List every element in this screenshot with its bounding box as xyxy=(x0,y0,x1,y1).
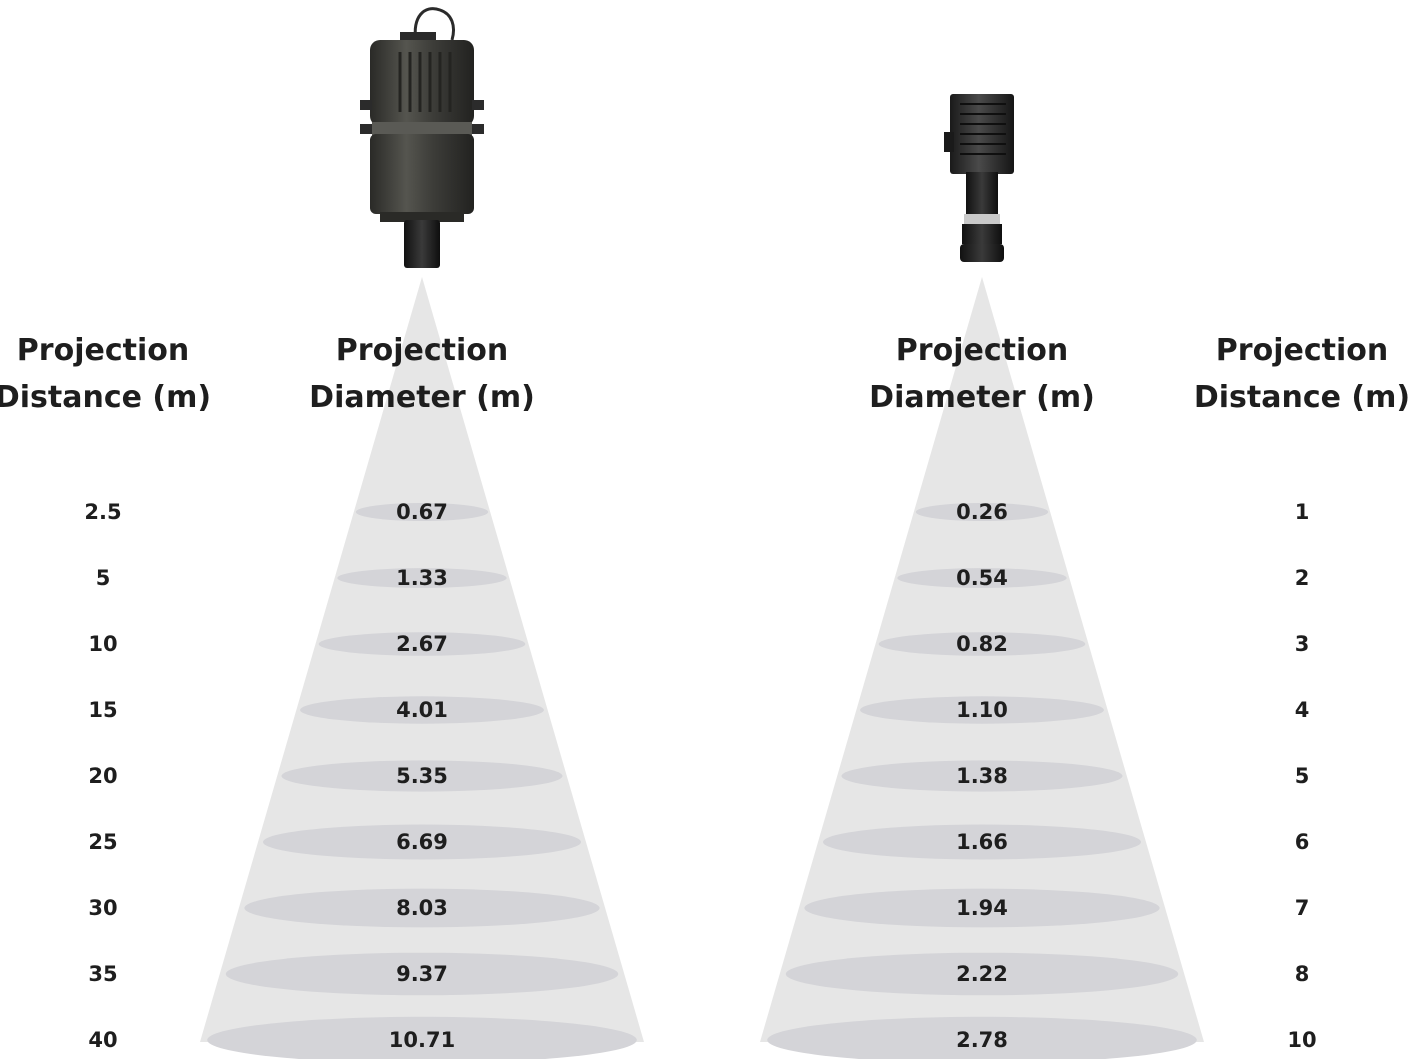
right-diameter-value: 1.38 xyxy=(956,764,1008,788)
large-projector-image xyxy=(360,7,484,268)
left-diameter-value: 2.67 xyxy=(396,632,448,656)
left-beam-ring-6 xyxy=(263,824,581,860)
left-beam-ring-1 xyxy=(355,503,489,521)
right-diameter-value: 1.10 xyxy=(956,698,1008,722)
right-distance-value: 2 xyxy=(1294,566,1310,590)
left-diameter-header-line1: Projection xyxy=(335,333,509,368)
right-distance-value: 1 xyxy=(1294,500,1310,524)
right-distance-value: 3 xyxy=(1294,632,1310,656)
left-distance-value: 35 xyxy=(88,962,118,986)
left-distance-value: 10 xyxy=(88,632,118,656)
left-distance-value: 20 xyxy=(88,764,118,788)
left-diameter-value: 1.33 xyxy=(396,566,448,590)
right-ellipse-group xyxy=(767,503,1197,1059)
left-beam-ring-7 xyxy=(244,888,600,928)
right-diameter-value: 0.54 xyxy=(956,566,1008,590)
right-beam-ring-4 xyxy=(860,696,1104,724)
right-distance-value: 6 xyxy=(1294,830,1310,854)
small-projector-image xyxy=(944,94,1014,262)
left-diameter-value: 9.37 xyxy=(396,962,448,986)
left-diameter-value: 4.01 xyxy=(396,698,448,722)
right-beam-ring-7 xyxy=(804,888,1160,928)
right-diameter-header-line1: Projection xyxy=(895,333,1069,368)
left-diameter-value: 5.35 xyxy=(396,764,448,788)
right-diameter-value: 1.94 xyxy=(956,896,1008,920)
right-distance-header: Projection Distance (m) xyxy=(1182,327,1418,421)
left-distance-value: 30 xyxy=(88,896,118,920)
right-beam-ring-6 xyxy=(823,824,1141,860)
right-distance-value: 10 xyxy=(1287,1028,1317,1052)
right-diameter-value: 0.26 xyxy=(956,500,1008,524)
right-distance-header-line2: Distance (m) xyxy=(1193,380,1411,415)
right-distance-header-line1: Projection xyxy=(1215,333,1389,368)
left-distance-value: 25 xyxy=(88,830,118,854)
left-distance-value: 5 xyxy=(95,566,111,590)
left-diameter-value: 6.69 xyxy=(396,830,448,854)
right-diameter-header-line2: Diameter (m) xyxy=(869,380,1095,415)
left-beam-ring-5 xyxy=(281,760,563,792)
left-distance-header-line2: Distance (m) xyxy=(0,380,212,415)
left-distance-value: 2.5 xyxy=(84,500,122,524)
right-distance-value: 8 xyxy=(1294,962,1310,986)
left-distance-value: 40 xyxy=(88,1028,118,1052)
right-diameter-value: 1.66 xyxy=(956,830,1008,854)
right-diameter-value: 0.82 xyxy=(956,632,1008,656)
left-beam-ring-2 xyxy=(337,568,507,588)
right-diameter-value: 2.78 xyxy=(956,1028,1008,1052)
left-ellipse-group xyxy=(207,503,637,1059)
right-diameter-value: 2.22 xyxy=(956,962,1008,986)
right-beam-ring-9 xyxy=(767,1016,1197,1059)
right-beam-ring-1 xyxy=(915,503,1049,521)
right-diameter-header: Projection Diameter (m) xyxy=(862,327,1102,421)
left-beam-ring-4 xyxy=(300,696,544,724)
right-distance-value: 5 xyxy=(1294,764,1310,788)
left-diameter-value: 10.71 xyxy=(388,1028,456,1052)
left-distance-header-line1: Projection xyxy=(16,333,190,368)
left-distance-header: Projection Distance (m) xyxy=(0,327,223,421)
right-beam-ring-3 xyxy=(878,632,1086,656)
right-distance-value: 4 xyxy=(1294,698,1310,722)
left-beam-ring-3 xyxy=(318,632,526,656)
left-beam-ring-9 xyxy=(207,1016,637,1059)
left-distance-value: 15 xyxy=(88,698,118,722)
left-diameter-header-line2: Diameter (m) xyxy=(309,380,535,415)
left-diameter-value: 8.03 xyxy=(396,896,448,920)
left-beam-ring-8 xyxy=(225,952,619,996)
left-diameter-value: 0.67 xyxy=(396,500,448,524)
right-beam-ring-5 xyxy=(841,760,1123,792)
right-distance-value: 7 xyxy=(1294,896,1310,920)
right-beam-ring-8 xyxy=(785,952,1179,996)
left-diameter-header: Projection Diameter (m) xyxy=(302,327,542,421)
right-beam-ring-2 xyxy=(897,568,1067,588)
